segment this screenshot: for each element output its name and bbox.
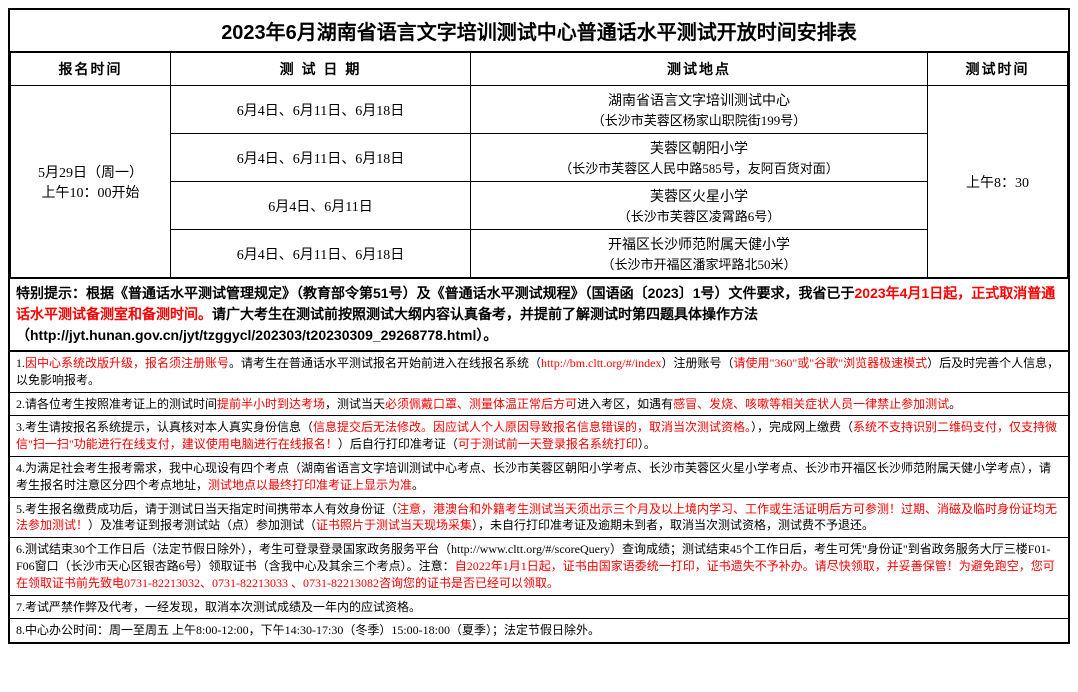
note-segment: 1. (16, 356, 25, 370)
location-sub: （长沙市芙蓉区凌霄路6号） (477, 206, 921, 225)
note-segment: 因中心系统改版升级，报名须注册账号 (25, 356, 229, 370)
note-item: 8.中心办公时间：周一至周五 上午8:00-12:00，下午14:30-17:3… (10, 618, 1068, 642)
cell-test-location: 开福区长沙师范附属天健小学 （长沙市开福区潘家坪路北50米） (471, 230, 928, 278)
reg-time-line1: 5月29日（周一） (38, 166, 143, 181)
note-segment: ）注册账号（ (661, 356, 733, 370)
note-segment: 8.中心办公时间：周一至周五 上午8:00-12:00，下午14:30-17:3… (16, 623, 600, 637)
location-sub: （长沙市开福区潘家坪路北50米） (477, 254, 921, 273)
location-sub: （长沙市芙蓉区杨家山职院街199号） (477, 110, 921, 129)
note-segment: ）。 (638, 437, 656, 451)
header-test-date: 测 试 日 期 (171, 53, 471, 86)
note-segment: 进入考区，如遇有 (577, 397, 673, 411)
note-segment: 感冒、发烧、咳嗽等相关症状人员一律禁止参加测试 (673, 397, 949, 411)
cell-test-date: 6月4日、6月11日、6月18日 (171, 134, 471, 182)
location-main: 芙蓉区火星小学 (650, 190, 748, 205)
note-segment: 证书照片于测试当天现场采集 (316, 518, 472, 532)
note-segment: 。请考生在普通话水平测试报名开始前进入在线报名系统（ (229, 356, 541, 370)
note-segment: http://bm.cltt.org/#/index (541, 356, 661, 370)
note-segment: 3.考生请按报名系统提示，认真核对本人真实身份信息（ (16, 420, 313, 434)
note-segment: 提前半小时到达考场 (217, 397, 325, 411)
note-segment: ，测试当天 (325, 397, 385, 411)
note-segment: ）后自行打印准考证（ (338, 437, 458, 451)
table-header-row: 报名时间 测 试 日 期 测试地点 测试时间 (11, 53, 1068, 86)
notes-section: 1.因中心系统改版升级，报名须注册账号。请考生在普通话水平测试报名开始前进入在线… (10, 350, 1068, 642)
cell-reg-time: 5月29日（周一） 上午10：00开始 (11, 86, 171, 278)
special-notice: 特别提示：根据《普通话水平测试管理规定》（教育部令第51号）及《普通话水平测试规… (10, 278, 1068, 350)
header-test-time: 测试时间 (928, 53, 1068, 86)
note-segment: 测试地点以最终打印准考证上显示为准 (208, 478, 412, 492)
note-segment: 。 (949, 397, 961, 411)
location-main: 芙蓉区朝阳小学 (650, 142, 748, 157)
note-item: 2.请各位考生按照准考证上的测试时间提前半小时到达考场，测试当天必须佩戴口罩、测… (10, 392, 1068, 416)
cell-test-location: 芙蓉区火星小学 （长沙市芙蓉区凌霄路6号） (471, 182, 928, 230)
reg-time-line2: 上午10：00开始 (42, 186, 140, 201)
cell-test-location: 芙蓉区朝阳小学 （长沙市芙蓉区人民中路585号，友阿百货对面） (471, 134, 928, 182)
cell-test-time: 上午8：30 (928, 86, 1068, 278)
note-segment: 。 (412, 478, 424, 492)
note-segment: 信息提交后无法修改。因应试人个人原因导致报名信息错误的，取消当次测试资格。 (313, 420, 751, 434)
note-segment: 2.请各位考生按照准考证上的测试时间 (16, 397, 217, 411)
note-segment: 必须佩戴口罩、测量体温正常后方可 (385, 397, 577, 411)
schedule-table: 报名时间 测 试 日 期 测试地点 测试时间 5月29日（周一） 上午10：00… (10, 52, 1068, 278)
note-item: 3.考生请按报名系统提示，认真核对本人真实身份信息（信息提交后无法修改。因应试人… (10, 415, 1068, 456)
cell-test-date: 6月4日、6月11日、6月18日 (171, 230, 471, 278)
document-title: 2023年6月湖南省语言文字培训测试中心普通话水平测试开放时间安排表 (10, 10, 1068, 52)
cell-test-date: 6月4日、6月11日 (171, 182, 471, 230)
note-segment: ），完成网上缴费（ (751, 420, 853, 434)
header-test-location: 测试地点 (471, 53, 928, 86)
note-segment: 请使用"360"或"谷歌"浏览器极速模式 (734, 356, 928, 370)
header-reg-time: 报名时间 (11, 53, 171, 86)
location-sub: （长沙市芙蓉区人民中路585号，友阿百货对面） (477, 158, 921, 177)
cell-test-location: 湖南省语言文字培训测试中心 （长沙市芙蓉区杨家山职院街199号） (471, 86, 928, 134)
note-segment: 4.为满足社会考生报考需求，我中心现设有四个考点（湖南省语言文字培训测试中心考点… (16, 461, 1051, 492)
note-item: 6.测试结束30个工作日后（法定节假日除外），考生可登录登录国家政务服务平台（h… (10, 537, 1068, 594)
location-main: 开福区长沙师范附属天健小学 (608, 238, 790, 253)
cell-test-date: 6月4日、6月11日、6月18日 (171, 86, 471, 134)
note-segment: ）及准考证到报考测试站（点）参加测试（ (88, 518, 316, 532)
note-item: 5.考生报名缴费成功后，请于测试日当天指定时间携带本人有效身份证（注意，港澳台和… (10, 497, 1068, 538)
note-segment: ），未自行打印准考证及逾期未到者，取消当次测试资格，测试费不予退还。 (472, 518, 874, 532)
location-main: 湖南省语言文字培训测试中心 (608, 94, 790, 109)
note-item: 4.为满足社会考生报考需求，我中心现设有四个考点（湖南省语言文字培训测试中心考点… (10, 456, 1068, 497)
note-item: 7.考试严禁作弊及代考，一经发现，取消本次测试成绩及一年内的应试资格。 (10, 595, 1068, 619)
table-row: 5月29日（周一） 上午10：00开始 6月4日、6月11日、6月18日 湖南省… (11, 86, 1068, 134)
note-item: 1.因中心系统改版升级，报名须注册账号。请考生在普通话水平测试报名开始前进入在线… (10, 352, 1068, 392)
document-container: 2023年6月湖南省语言文字培训测试中心普通话水平测试开放时间安排表 报名时间 … (8, 8, 1070, 644)
notice-text: 特别提示：根据《普通话水平测试管理规定》（教育部令第51号）及《普通话水平测试规… (16, 285, 855, 301)
note-segment: 5.考生报名缴费成功后，请于测试日当天指定时间携带本人有效身份证（ (16, 502, 397, 516)
note-segment: 可于测试前一天登录报名系统打印 (458, 437, 638, 451)
note-segment: 7.考试严禁作弊及代考，一经发现，取消本次测试成绩及一年内的应试资格。 (16, 600, 421, 614)
